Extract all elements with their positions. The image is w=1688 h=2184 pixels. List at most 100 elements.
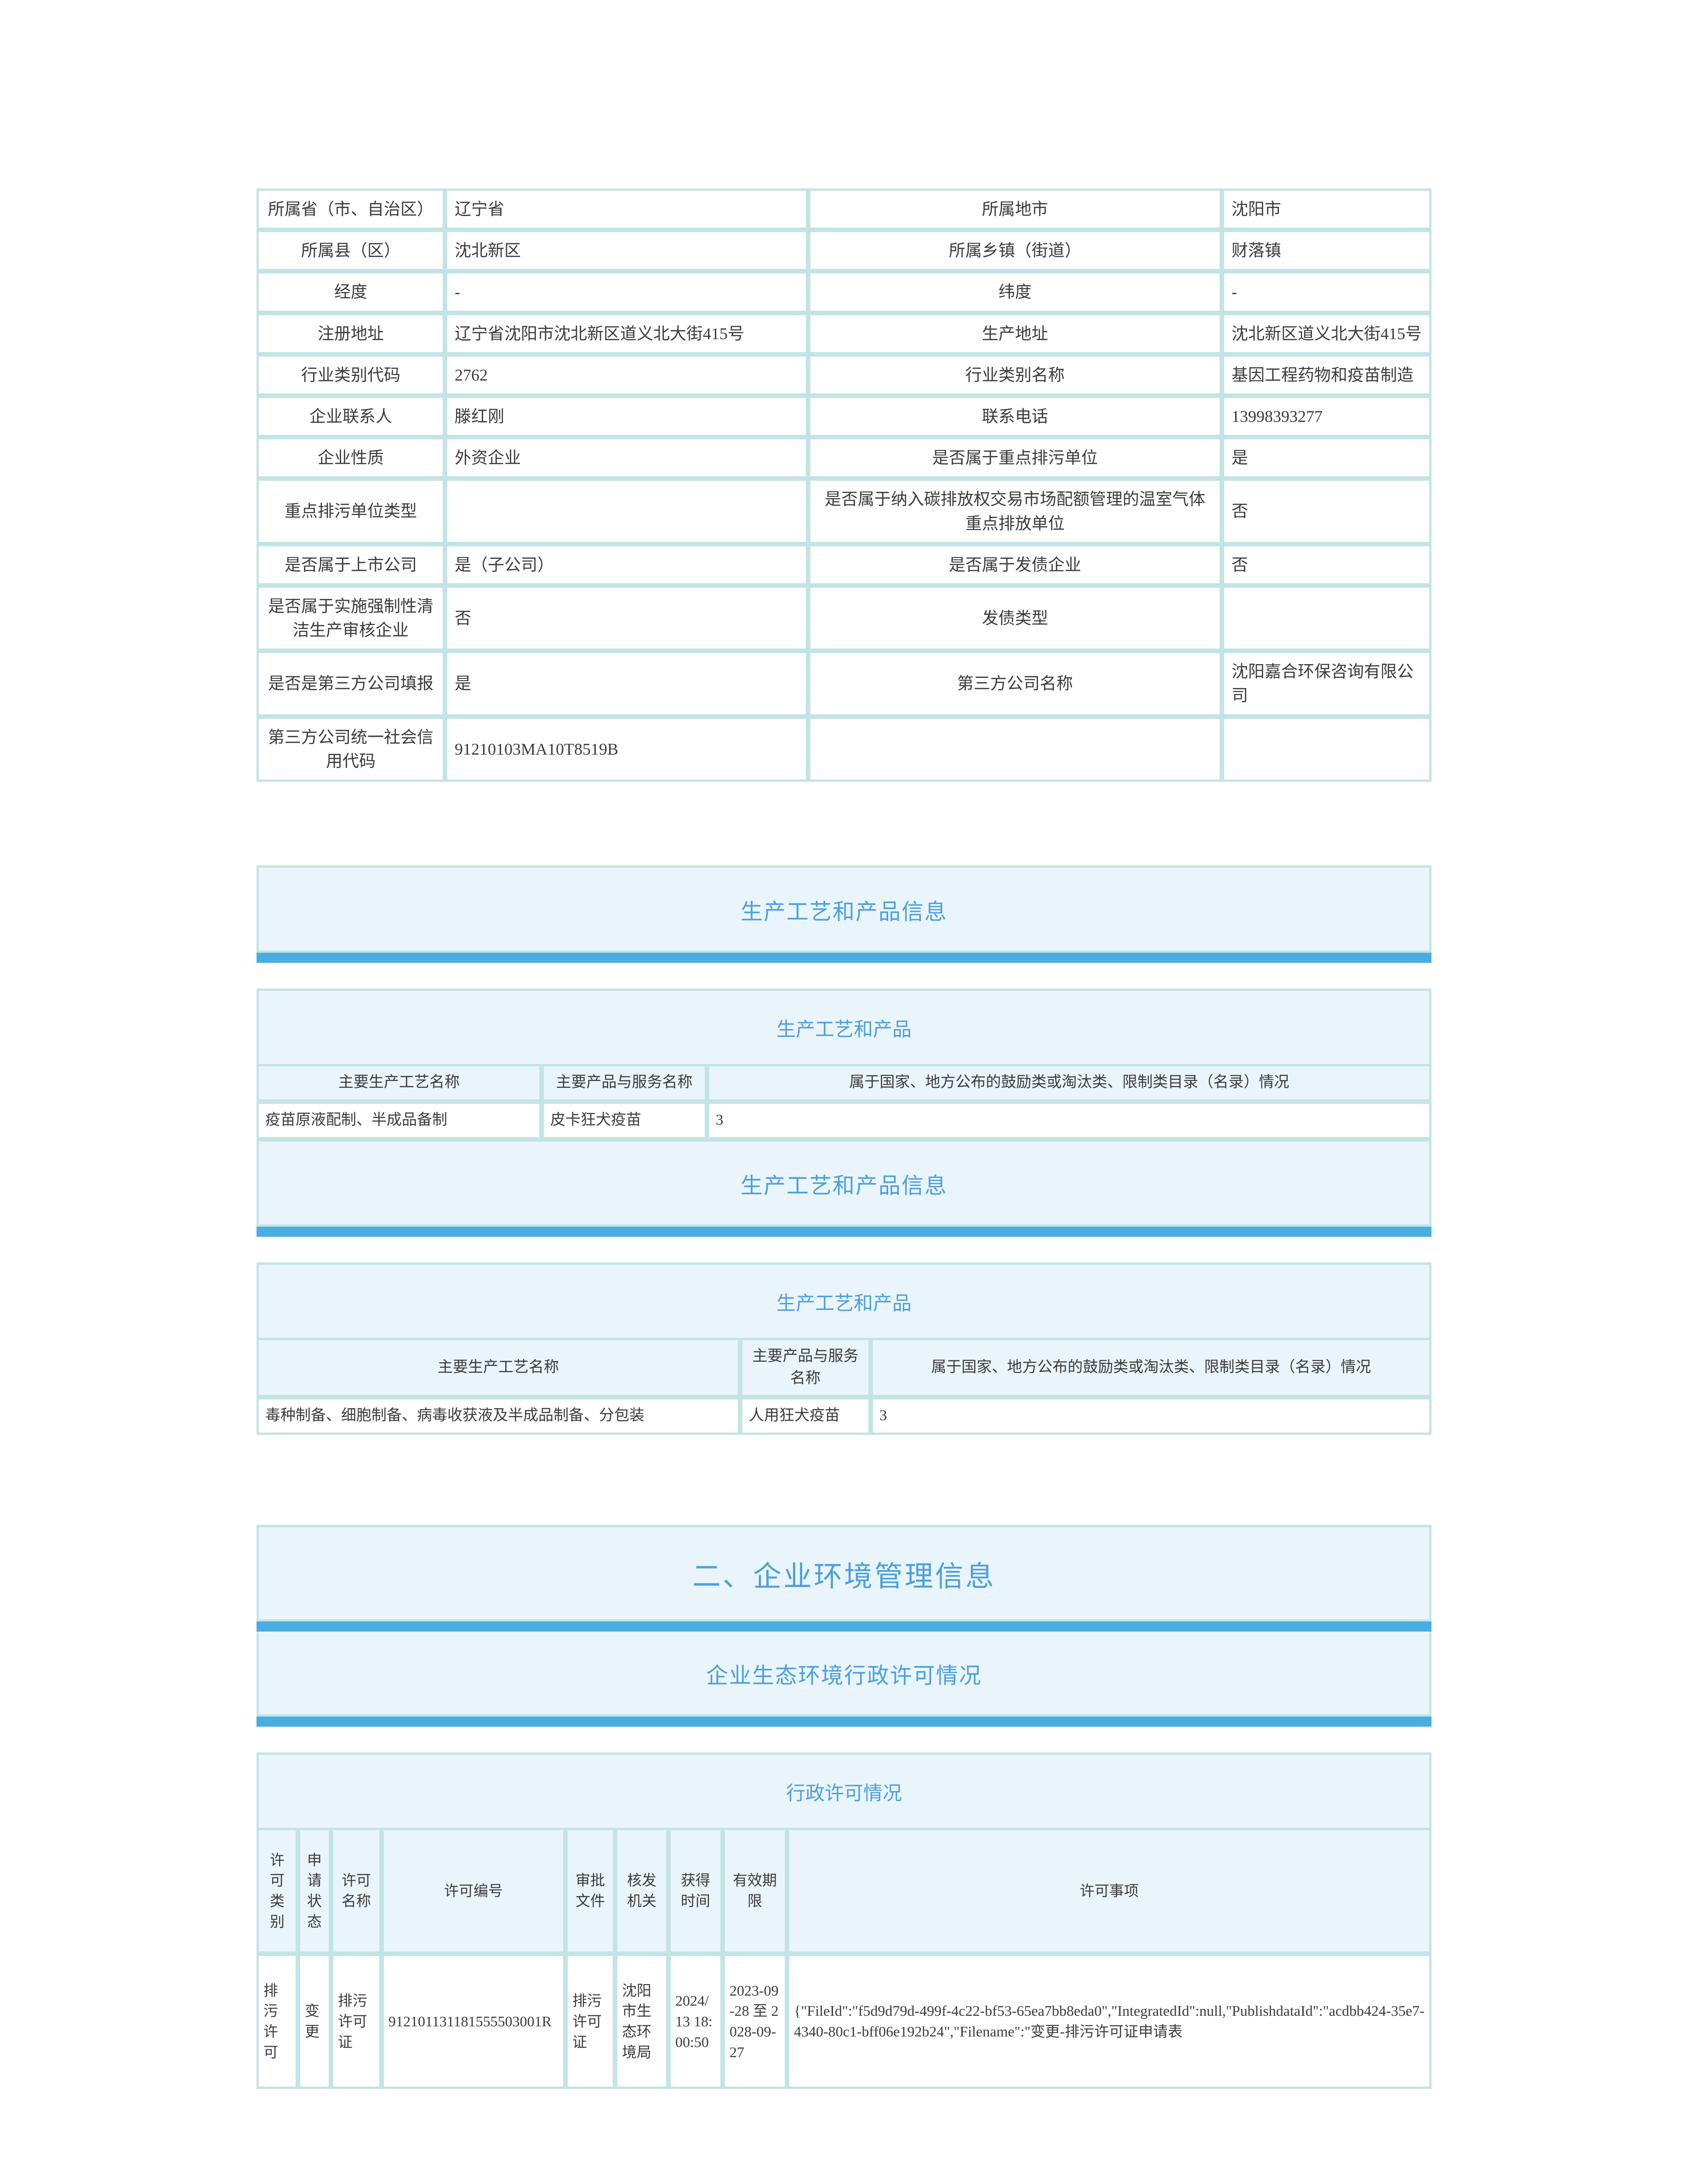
table-row: 是否属于实施强制性清洁生产审核企业 否 发债类型	[257, 585, 1431, 651]
column-header-permit-category: 许可类别	[257, 1828, 298, 1954]
field-label: 所属省（市、自治区）	[257, 188, 445, 230]
cell-valid-period: 2023-09-28 至 2028-09-27	[723, 1954, 787, 2089]
table-row: 是否是第三方公司填报 是 第三方公司名称 沈阳嘉合环保咨询有限公司	[257, 651, 1431, 717]
field-value: 否	[1222, 544, 1431, 586]
permit-table-title: 行政许可情况	[257, 1752, 1431, 1828]
field-value: 否	[1222, 478, 1431, 544]
production-subtitle-2: 生产工艺和产品	[257, 1262, 1431, 1338]
column-header: 属于国家、地方公布的鼓励类或淘汰类、限制类目录（名录）情况	[707, 1064, 1431, 1102]
field-label: 第三方公司统一社会信用代码	[257, 716, 445, 782]
field-label: 行业类别代码	[257, 354, 445, 396]
table-row: 是否属于上市公司 是（子公司） 是否属于发债企业 否	[257, 544, 1431, 586]
field-value: 91210103MA10T8519B	[445, 716, 808, 782]
top-spacer	[0, 0, 1688, 188]
column-header-permit-number: 许可编号	[382, 1828, 565, 1954]
section-title: 生产工艺和产品信息	[259, 1141, 1429, 1224]
table-row: 企业性质 外资企业 是否属于重点排污单位 是	[257, 437, 1431, 479]
field-label: 所属地市	[808, 188, 1222, 230]
table-row: 注册地址 辽宁省沈阳市沈北新区道义北大街415号 生产地址 沈北新区道义北大街4…	[257, 313, 1431, 354]
permit-table: 许可类别 申请状态 许可名称 许可编号 审批文件 核发机关 获得时间 有效期限 …	[257, 1828, 1431, 2089]
column-header: 主要生产工艺名称	[257, 1337, 740, 1398]
section-gap	[0, 782, 1688, 865]
field-label: 是否属于发债企业	[808, 544, 1222, 586]
cell-process-name: 疫苗原液配制、半成品备制	[257, 1101, 542, 1139]
field-value: 沈阳嘉合环保咨询有限公司	[1222, 651, 1431, 717]
cell-product-name: 人用狂犬疫苗	[740, 1397, 871, 1435]
column-header: 主要生产工艺名称	[257, 1064, 542, 1102]
production-subtitle-text: 生产工艺和产品	[776, 1293, 912, 1314]
column-header-obtained-time: 获得时间	[668, 1828, 723, 1954]
column-header-permit-matters: 许可事项	[787, 1828, 1431, 1954]
column-header-issuing-authority: 核发机关	[615, 1828, 668, 1954]
banner-title-row: 生产工艺和产品信息	[259, 1141, 1429, 1224]
accent-bar	[257, 1226, 1431, 1237]
cell-catalog-status: 3	[707, 1101, 1431, 1139]
field-label: 是否属于重点排污单位	[808, 437, 1222, 479]
column-header-application-status: 申请状态	[298, 1828, 331, 1954]
section-gap	[0, 1435, 1688, 1525]
field-label: 行业类别名称	[808, 354, 1222, 396]
env-main-title-text: 二、企业环境管理信息	[692, 1561, 996, 1593]
field-value: 是	[445, 651, 808, 717]
field-value: -	[445, 271, 808, 313]
section-title-text: 生产工艺和产品信息	[740, 900, 947, 924]
table-row: 经度 - 纬度 -	[257, 271, 1431, 313]
field-label: 是否属于上市公司	[257, 544, 445, 586]
field-value: 辽宁省沈阳市沈北新区道义北大街415号	[445, 313, 808, 354]
cell-issuing-authority: 沈阳市生态环境局	[615, 1954, 668, 2089]
env-sub-title: 企业生态环境行政许可情况	[259, 1632, 1429, 1715]
basic-info-block: 所属省（市、自治区） 辽宁省 所属地市 沈阳市 所属县（区） 沈北新区 所属乡镇…	[257, 188, 1431, 782]
cell-permit-matters: {"FileId":"f5d9d79d-499f-4c22-bf53-65ea7…	[787, 1954, 1431, 2089]
field-label: 注册地址	[257, 313, 445, 354]
empty-label-cell	[808, 716, 1222, 782]
column-header-permit-name: 许可名称	[331, 1828, 382, 1954]
column-header: 主要产品与服务名称	[740, 1337, 871, 1398]
env-management-section: 二、企业环境管理信息 企业生态环境行政许可情况 行政许可情况	[257, 1525, 1431, 2089]
field-value: 基因工程药物和疫苗制造	[1222, 354, 1431, 396]
field-label: 企业性质	[257, 437, 445, 479]
section-title: 生产工艺和产品信息	[259, 868, 1429, 950]
section-title-text: 生产工艺和产品信息	[740, 1173, 947, 1198]
table-header-row: 许可类别 申请状态 许可名称 许可编号 审批文件 核发机关 获得时间 有效期限 …	[257, 1828, 1431, 1954]
column-header-valid-period: 有效期限	[723, 1828, 787, 1954]
field-value: 沈阳市	[1222, 188, 1431, 230]
cell-obtained-time: 2024/13 18:00:50	[668, 1954, 723, 2089]
table-row: 排污许可 变更 排污许可证 912101131181555503001R 排污许…	[257, 1954, 1431, 2089]
permit-table-title-text: 行政许可情况	[786, 1783, 902, 1805]
env-main-banner: 二、企业环境管理信息	[257, 1525, 1431, 1622]
basic-info-table: 所属省（市、自治区） 辽宁省 所属地市 沈阳市 所属县（区） 沈北新区 所属乡镇…	[257, 188, 1431, 782]
field-value: 是（子公司）	[445, 544, 808, 586]
white-strip	[257, 963, 1431, 989]
field-label: 联系电话	[808, 395, 1222, 438]
cell-catalog-status: 3	[871, 1397, 1431, 1435]
production-section-2: 生产工艺和产品信息 生产工艺和产品 主要生产工艺名称 主要产品与服务名称 属于国…	[257, 1139, 1431, 1435]
table-header-row: 主要生产工艺名称 主要产品与服务名称 属于国家、地方公布的鼓励类或淘汰类、限制类…	[257, 1337, 1431, 1398]
field-label: 经度	[257, 271, 445, 313]
env-sub-title-text: 企业生态环境行政许可情况	[706, 1664, 982, 1689]
field-value: 是	[1222, 437, 1431, 479]
column-header-approval-document: 审批文件	[565, 1828, 615, 1954]
env-sub-banner: 企业生态环境行政许可情况	[257, 1632, 1431, 1717]
production-section-1: 生产工艺和产品信息 生产工艺和产品 主要生产工艺名称 主要产品与服务名称 属于国…	[257, 865, 1431, 1139]
table-header-row: 主要生产工艺名称 主要产品与服务名称 属于国家、地方公布的鼓励类或淘汰类、限制类…	[257, 1064, 1431, 1102]
white-strip	[257, 1727, 1431, 1753]
empty-value-cell	[1222, 716, 1431, 782]
field-label: 所属乡镇（街道）	[808, 230, 1222, 272]
white-strip	[257, 1236, 1431, 1263]
field-value: 辽宁省	[445, 188, 808, 230]
production-banner-1: 生产工艺和产品信息	[257, 865, 1431, 953]
field-value: 外资企业	[445, 437, 808, 479]
column-header: 主要产品与服务名称	[542, 1064, 707, 1102]
field-value: 否	[445, 585, 808, 651]
accent-bar	[257, 953, 1431, 963]
field-value: 2762	[445, 354, 808, 396]
table-row: 重点排污单位类型 是否属于纳入碳排放权交易市场配额管理的温室气体重点排放单位 否	[257, 478, 1431, 544]
field-label: 发债类型	[808, 585, 1222, 651]
cell-approval-document: 排污许可证	[565, 1954, 615, 2089]
field-label: 企业联系人	[257, 395, 445, 438]
field-value: 沈北新区	[445, 230, 808, 272]
field-label: 重点排污单位类型	[257, 478, 445, 544]
table-row: 疫苗原液配制、半成品备制 皮卡狂犬疫苗 3	[257, 1101, 1431, 1139]
field-label: 第三方公司名称	[808, 651, 1222, 717]
